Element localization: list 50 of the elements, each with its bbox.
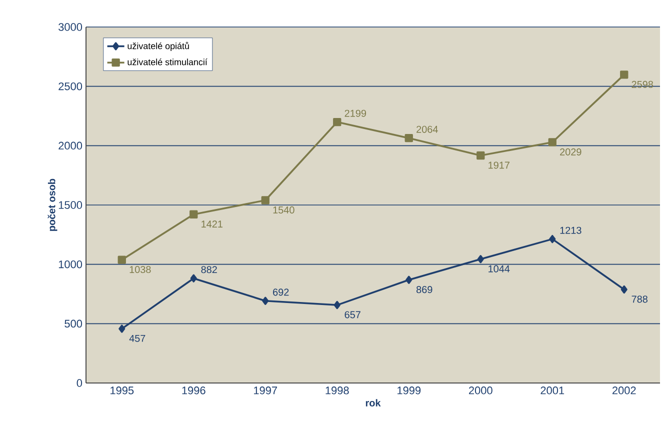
x-tick-label: 2000	[468, 386, 492, 394]
x-tick-label: 1995	[110, 386, 134, 394]
point	[262, 296, 269, 305]
point	[118, 256, 126, 264]
point	[477, 255, 484, 264]
data-label: 869	[416, 286, 432, 294]
data-label: 1213	[560, 226, 582, 234]
data-label: 1421	[202, 220, 222, 228]
x-tick-label: 1999	[398, 386, 421, 394]
data-label: 788	[632, 296, 648, 303]
point	[404, 134, 413, 142]
point	[620, 285, 628, 294]
point	[190, 274, 197, 282]
data-label: 657	[344, 311, 360, 318]
point	[406, 276, 412, 284]
y-tick-label: 1000	[58, 260, 82, 268]
point	[261, 196, 270, 204]
data-label: 1917	[488, 162, 510, 169]
data-label: 2199	[344, 110, 366, 117]
point	[548, 138, 556, 146]
y-tick-label: 0	[76, 379, 82, 387]
data-label: 882	[201, 266, 217, 274]
point	[190, 210, 198, 218]
x-tick-label: 1997	[254, 386, 278, 394]
data-label: 457	[129, 334, 146, 342]
x-tick-label: 2002	[612, 386, 636, 394]
point	[333, 118, 342, 126]
y-tick-label: 2500	[58, 82, 82, 90]
point	[549, 234, 556, 244]
data-label: 1038	[130, 266, 151, 274]
data-label: 2064	[416, 126, 438, 133]
y-axis-title: počet osob	[48, 178, 58, 231]
legend-label: uživatelé stimulancií	[128, 58, 208, 66]
y-tick-label: 1500	[58, 201, 82, 209]
point	[118, 324, 126, 333]
data-label: 1540	[273, 206, 294, 214]
data-label: 692	[273, 288, 289, 296]
data-label: 1044	[488, 265, 510, 272]
point	[620, 70, 628, 79]
x-tick-label: 1998	[326, 386, 349, 394]
x-tick-label: 2001	[540, 386, 564, 394]
y-tick-label: 2000	[58, 142, 82, 150]
x-tick-label: 1996	[182, 386, 206, 394]
point	[476, 151, 485, 160]
legend-label: uživatelé opiátů	[128, 42, 189, 51]
y-tick-label: 3000	[58, 23, 82, 31]
y-tick-label: 500	[64, 320, 82, 328]
x-axis-title: rok	[366, 399, 381, 406]
point	[334, 300, 340, 310]
data-label: 2029	[560, 148, 582, 156]
